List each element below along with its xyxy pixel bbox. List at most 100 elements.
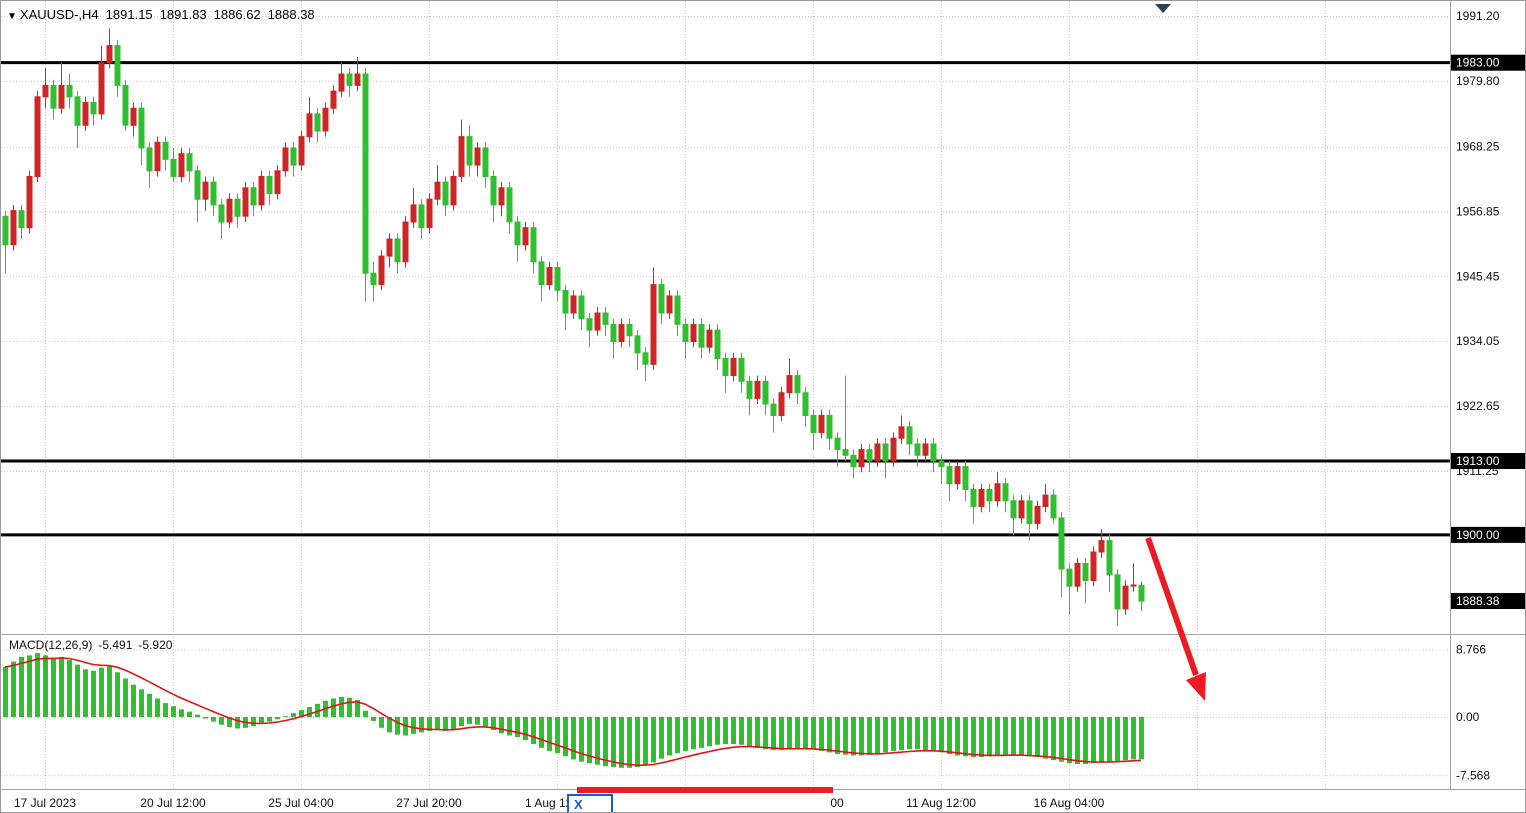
macd-bar bbox=[363, 710, 368, 717]
candle bbox=[186, 148, 193, 183]
macd-bar bbox=[963, 717, 968, 757]
candle bbox=[682, 318, 689, 359]
macd-bar bbox=[395, 717, 400, 735]
macd-bar bbox=[331, 698, 336, 717]
macd-bar bbox=[147, 693, 152, 717]
macd-bar bbox=[507, 717, 512, 736]
candle bbox=[250, 182, 257, 217]
macd-bar bbox=[643, 717, 648, 766]
candle bbox=[906, 421, 913, 456]
macd-bar bbox=[123, 678, 128, 717]
macd-bar bbox=[819, 717, 824, 751]
candle bbox=[178, 148, 185, 183]
horizontal-price-levels[interactable] bbox=[1, 61, 1450, 537]
candle bbox=[106, 28, 113, 69]
macd-bar bbox=[971, 717, 976, 757]
macd-bar bbox=[3, 667, 8, 717]
candle bbox=[378, 250, 385, 291]
candle bbox=[1002, 478, 1009, 513]
macd-bar bbox=[411, 717, 416, 734]
candle bbox=[778, 387, 785, 422]
macd-bar bbox=[523, 717, 528, 741]
macd-bar bbox=[715, 717, 720, 745]
macd-bar bbox=[907, 717, 912, 750]
macd-bar bbox=[611, 717, 616, 767]
candle bbox=[570, 290, 577, 319]
macd-bar bbox=[755, 717, 760, 748]
x-annotation-box[interactable]: X bbox=[567, 794, 613, 812]
macd-bar bbox=[739, 717, 744, 745]
red-line-annotation bbox=[577, 787, 833, 793]
candle bbox=[370, 261, 377, 302]
candle bbox=[10, 204, 17, 251]
candle bbox=[434, 165, 441, 205]
time-axis-label: 16 Aug 04:00 bbox=[1034, 796, 1105, 810]
macd-bar bbox=[939, 717, 944, 753]
candle bbox=[666, 290, 673, 319]
candle bbox=[282, 142, 289, 177]
macd-bar bbox=[211, 717, 216, 722]
candle bbox=[1026, 495, 1033, 541]
macd-bar bbox=[771, 717, 776, 751]
candle bbox=[426, 193, 433, 234]
time-axis-label: 20 Jul 12:00 bbox=[140, 796, 206, 810]
macd-bar bbox=[635, 717, 640, 767]
macd-bar bbox=[1083, 717, 1088, 764]
price-axis-tick: 1956.85 bbox=[1456, 205, 1500, 219]
macd-bar bbox=[851, 717, 856, 756]
candle bbox=[474, 142, 481, 177]
candle bbox=[578, 290, 585, 331]
candle bbox=[50, 79, 57, 120]
macd-bar bbox=[683, 717, 688, 751]
macd-bar bbox=[203, 717, 208, 719]
macd-bar bbox=[843, 717, 848, 755]
candle bbox=[850, 449, 857, 478]
macd-bar bbox=[475, 717, 480, 725]
candle bbox=[978, 483, 985, 513]
macd-bar bbox=[747, 717, 752, 747]
macd-bar bbox=[1067, 717, 1072, 764]
candle bbox=[954, 461, 961, 490]
macd-bar bbox=[555, 717, 560, 754]
candle bbox=[306, 96, 313, 143]
candle bbox=[26, 170, 33, 234]
candle bbox=[994, 472, 1001, 507]
macd-bar bbox=[651, 717, 656, 763]
time-axis[interactable]: 17 Jul 2023 20 Jul 12:00 25 Jul 04:00 27 Ju… bbox=[14, 796, 1105, 810]
candle bbox=[1138, 581, 1145, 612]
macd-bar bbox=[163, 703, 168, 717]
candle bbox=[650, 267, 657, 370]
chart-symbol-timeframe: XAUUSD-,H4 bbox=[19, 7, 99, 22]
macd-bar bbox=[339, 697, 344, 717]
macd-bar bbox=[299, 710, 304, 717]
macd-bar bbox=[1035, 717, 1040, 757]
macd-bar bbox=[1139, 717, 1144, 760]
macd-bar bbox=[779, 717, 784, 751]
candle bbox=[218, 199, 225, 239]
macd-bar bbox=[835, 717, 840, 754]
candle bbox=[554, 261, 561, 302]
candle bbox=[418, 199, 425, 239]
time-axis-label: 25 Jul 04:00 bbox=[268, 796, 334, 810]
macd-bar bbox=[155, 698, 160, 717]
candle bbox=[322, 102, 329, 137]
macd-bar bbox=[891, 717, 896, 751]
macd-bar bbox=[1043, 717, 1048, 759]
candle bbox=[170, 148, 177, 183]
macd-bar bbox=[171, 706, 176, 717]
candle bbox=[802, 387, 809, 427]
macd-bar bbox=[139, 689, 144, 717]
macd-bar bbox=[491, 717, 496, 731]
price-axis-tick: 1979.80 bbox=[1456, 74, 1500, 88]
macd-bar bbox=[83, 669, 88, 717]
candle bbox=[1106, 534, 1113, 592]
candle bbox=[762, 375, 769, 416]
macd-bar bbox=[731, 717, 736, 744]
candle bbox=[898, 415, 905, 444]
macd-bar bbox=[315, 703, 320, 717]
candle bbox=[610, 318, 617, 359]
price-axis[interactable]: 1991.20 1979.80 1968.25 1956.85 1945.45 1934.… bbox=[1456, 9, 1500, 782]
macd-bar bbox=[827, 717, 832, 753]
macd-bar bbox=[1051, 717, 1056, 761]
